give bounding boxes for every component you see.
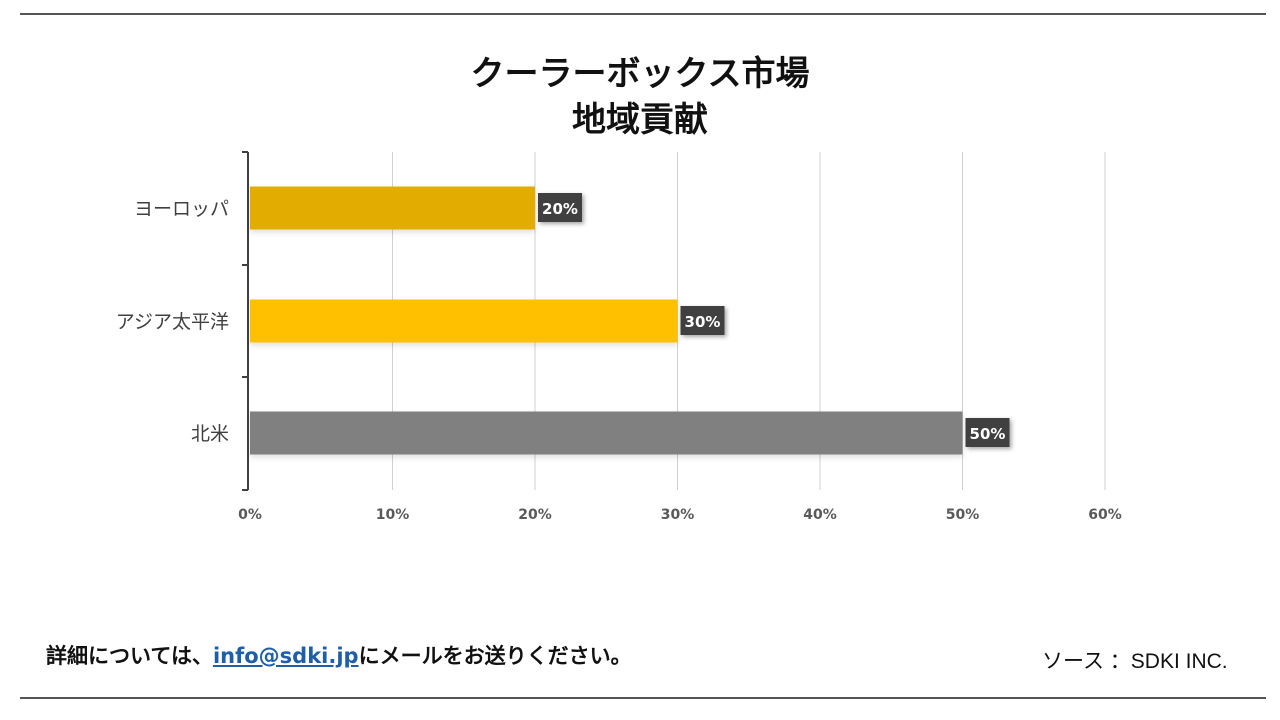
- contact-note-suffix: にメールをお送りください。: [358, 644, 632, 668]
- value-label: 50%: [970, 425, 1006, 443]
- x-tick-label: 60%: [1088, 507, 1122, 523]
- value-label: 30%: [685, 313, 721, 331]
- x-tick-label: 10%: [376, 507, 410, 523]
- bar-3: [250, 411, 963, 455]
- bar-2: [250, 299, 678, 343]
- value-label-box: [965, 418, 1010, 447]
- bar-1: [250, 186, 535, 230]
- value-label: 20%: [542, 200, 578, 218]
- category-label: 北米: [191, 423, 229, 445]
- category-label: アジア太平洋: [116, 311, 229, 333]
- contact-note-prefix: 詳細については、: [46, 644, 213, 668]
- x-tick-label: 40%: [803, 507, 837, 523]
- x-tick-label: 20%: [518, 507, 552, 523]
- x-tick-label: 0%: [238, 507, 262, 523]
- category-label: ヨーロッパ: [134, 198, 229, 220]
- value-label-box: [680, 306, 725, 335]
- x-tick-label: 50%: [946, 507, 980, 523]
- chart-title-line-1: クーラーボックス市場: [470, 54, 810, 94]
- chart-title-line-2: 地域貢献: [572, 100, 708, 140]
- x-tick-label: 30%: [661, 507, 695, 523]
- contact-note: 詳細については、info@sdki.jpにメールをお送りください。: [46, 640, 632, 670]
- top-divider: [20, 13, 1266, 15]
- source-credit: ソース ：SDKI INC.: [1042, 650, 1228, 673]
- value-label-box: [538, 193, 582, 222]
- bottom-divider: [20, 697, 1266, 699]
- contact-email-link[interactable]: info@sdki.jp: [212, 644, 359, 668]
